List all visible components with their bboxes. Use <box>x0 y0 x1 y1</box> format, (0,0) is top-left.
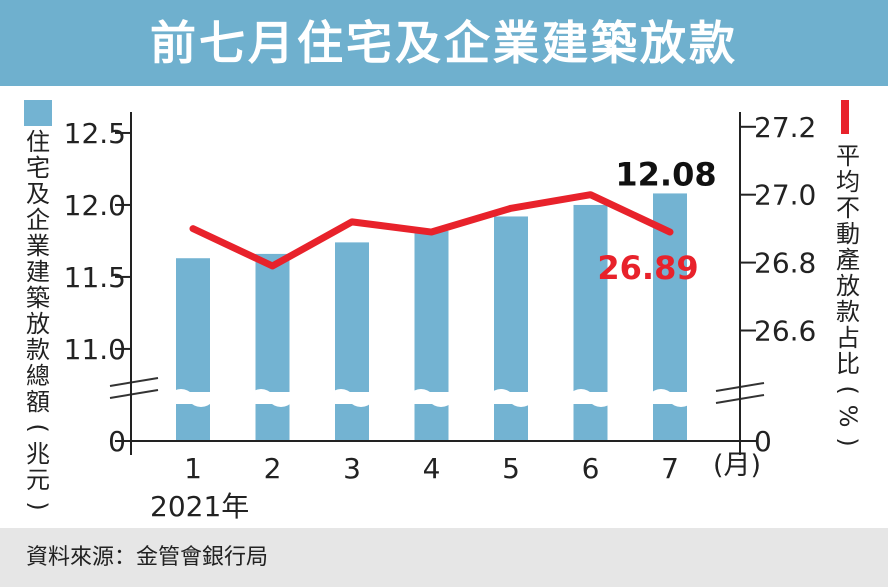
left-break-mark-1 <box>109 377 159 387</box>
right-tick-label: 26.6 <box>754 314 816 347</box>
legend-line-swatch <box>841 100 849 134</box>
axis-label-char: % <box>834 405 862 428</box>
chart-title: 前七月住宅及企業建築放款 <box>150 16 738 70</box>
left-tick-label: 11.5 <box>64 261 126 294</box>
left-tick-label: 12.5 <box>64 117 126 150</box>
axis-label-char: 建 <box>26 258 50 286</box>
chart: 12.5 12.0 11.5 11.0 0 27.2 27.0 26.8 26.6 0 1 2 3 4… <box>24 100 862 523</box>
x-axis-unit: (月) <box>713 450 761 481</box>
right-tick-label: 0 <box>754 425 772 458</box>
axis-break-wave <box>128 389 774 407</box>
footer-bar <box>0 528 888 587</box>
axis-label-char: 動 <box>836 220 860 248</box>
x-tick-label: 6 <box>582 452 600 485</box>
bar-month-2 <box>255 253 290 441</box>
line-series-share <box>189 191 674 270</box>
axis-label-char: 及 <box>26 180 50 208</box>
axis-label-char: 企 <box>26 206 50 234</box>
axis-label-char: 放 <box>26 310 50 338</box>
legend-bar-swatch <box>24 100 52 126</box>
axis-label-char: 產 <box>836 246 860 274</box>
right-tick-label: 27.0 <box>754 179 816 212</box>
last-line-label: 26.89 <box>597 249 698 287</box>
axis-label-char: 額 <box>26 388 50 416</box>
left-break-mark-2 <box>109 389 159 399</box>
axis-label-char: 不 <box>836 194 860 222</box>
axis-label-char: 築 <box>26 284 50 312</box>
axis-label-char: 平 <box>836 142 860 170</box>
x-tick-label: 1 <box>184 452 202 485</box>
source-note: 資料來源：金管會銀行局 <box>26 545 269 570</box>
year-label: 2021年 <box>150 490 249 523</box>
left-tick-label: 12.0 <box>64 189 126 222</box>
axis-label-char: ( <box>24 423 52 432</box>
axis-label-char: 住 <box>26 128 50 156</box>
axis-label-char: 均 <box>836 168 860 196</box>
axis-label-char: 業 <box>26 232 50 260</box>
axis-label-char: 款 <box>836 298 860 326</box>
left-tick-label: 0 <box>108 425 126 458</box>
axis-label-char: 宅 <box>26 154 50 182</box>
axis-label-char: 元 <box>26 466 50 494</box>
right-tick-label: 27.2 <box>754 111 816 144</box>
axis-label-char: ) <box>834 437 862 446</box>
x-tick-label: 5 <box>502 452 520 485</box>
title-bar <box>0 0 888 86</box>
last-bar-label: 12.08 <box>615 155 716 193</box>
axis-label-char: 占 <box>836 324 860 352</box>
bar-month-3 <box>335 242 369 441</box>
x-tick-label: 3 <box>343 452 361 485</box>
axis-label-char: 總 <box>26 362 50 390</box>
axis-label-char: ) <box>24 501 52 510</box>
left-tick-label: 11.0 <box>64 333 126 366</box>
axis-label-char: 款 <box>26 336 50 364</box>
axis-label-char: 比 <box>836 350 860 378</box>
bar-month-5 <box>494 216 528 441</box>
x-tick-label: 7 <box>661 452 679 485</box>
right-tick-label: 26.8 <box>754 247 816 280</box>
bar-month-1 <box>176 258 210 441</box>
x-tick-label: 2 <box>264 452 282 485</box>
axis-label-char: 放 <box>836 272 860 300</box>
bar-month-4 <box>414 230 449 441</box>
x-tick-label: 4 <box>423 452 441 485</box>
axis-label-char: ( <box>834 385 862 394</box>
axis-label-char: 兆 <box>26 440 50 468</box>
